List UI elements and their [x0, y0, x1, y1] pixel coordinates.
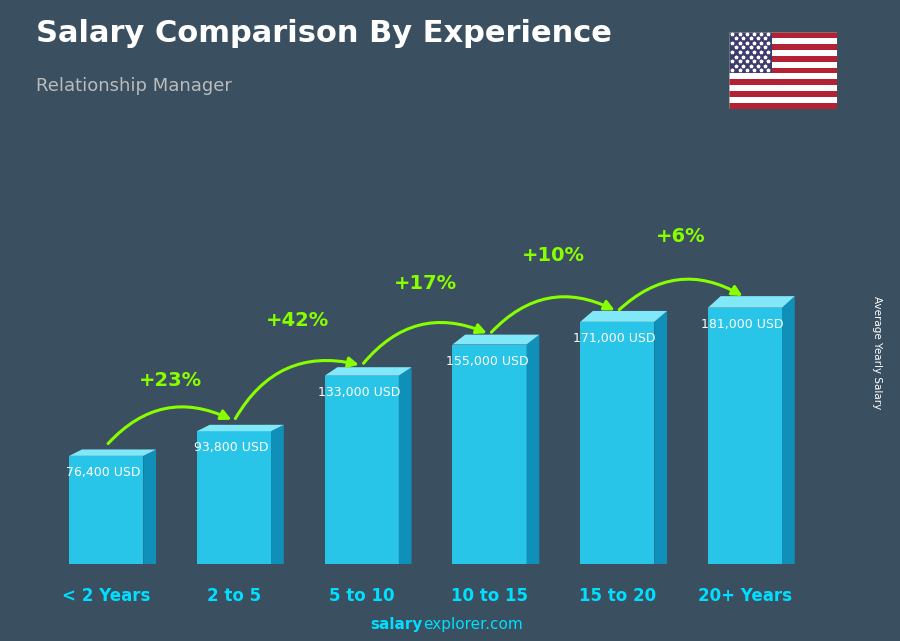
Polygon shape — [580, 311, 667, 322]
Bar — [729, 38, 837, 44]
Text: 10 to 15: 10 to 15 — [451, 587, 528, 605]
Text: +23%: +23% — [139, 371, 202, 390]
Text: +17%: +17% — [394, 274, 457, 293]
Polygon shape — [782, 296, 795, 564]
Text: 171,000 USD: 171,000 USD — [573, 332, 656, 345]
Polygon shape — [197, 431, 271, 564]
Text: +6%: +6% — [656, 227, 706, 246]
Polygon shape — [143, 449, 156, 564]
Text: 155,000 USD: 155,000 USD — [446, 354, 528, 368]
Bar — [729, 74, 837, 79]
Text: salary: salary — [371, 617, 423, 633]
Text: 133,000 USD: 133,000 USD — [318, 386, 400, 399]
Polygon shape — [69, 449, 156, 456]
Text: explorer.com: explorer.com — [423, 617, 523, 633]
Text: 93,800 USD: 93,800 USD — [194, 442, 269, 454]
Polygon shape — [271, 425, 284, 564]
Polygon shape — [325, 367, 411, 376]
Text: Average Yearly Salary: Average Yearly Salary — [872, 296, 883, 409]
Text: +42%: +42% — [266, 310, 329, 329]
Bar — [729, 62, 837, 67]
Text: Relationship Manager: Relationship Manager — [36, 77, 232, 95]
Bar — [729, 67, 837, 74]
Bar — [729, 79, 837, 85]
Polygon shape — [399, 367, 411, 564]
Bar — [729, 91, 837, 97]
Bar — [729, 97, 837, 103]
Polygon shape — [526, 335, 539, 564]
Bar — [729, 50, 837, 56]
Bar — [729, 44, 837, 50]
Text: 181,000 USD: 181,000 USD — [701, 318, 784, 331]
Polygon shape — [197, 425, 284, 431]
Text: Salary Comparison By Experience: Salary Comparison By Experience — [36, 19, 612, 48]
Polygon shape — [453, 335, 539, 344]
Polygon shape — [325, 376, 399, 564]
Text: 2 to 5: 2 to 5 — [207, 587, 261, 605]
Bar — [729, 32, 772, 74]
Polygon shape — [453, 344, 526, 564]
Text: 5 to 10: 5 to 10 — [329, 587, 394, 605]
Text: 20+ Years: 20+ Years — [698, 587, 792, 605]
Polygon shape — [708, 308, 782, 564]
Bar — [729, 85, 837, 91]
Text: +10%: +10% — [522, 246, 585, 265]
Polygon shape — [580, 322, 654, 564]
Text: 15 to 20: 15 to 20 — [579, 587, 656, 605]
Polygon shape — [654, 311, 667, 564]
Bar — [729, 103, 837, 109]
Text: < 2 Years: < 2 Years — [62, 587, 150, 605]
Text: 76,400 USD: 76,400 USD — [67, 466, 141, 479]
Bar — [729, 32, 837, 38]
Bar — [729, 56, 837, 62]
Polygon shape — [708, 296, 795, 308]
Polygon shape — [69, 456, 143, 564]
